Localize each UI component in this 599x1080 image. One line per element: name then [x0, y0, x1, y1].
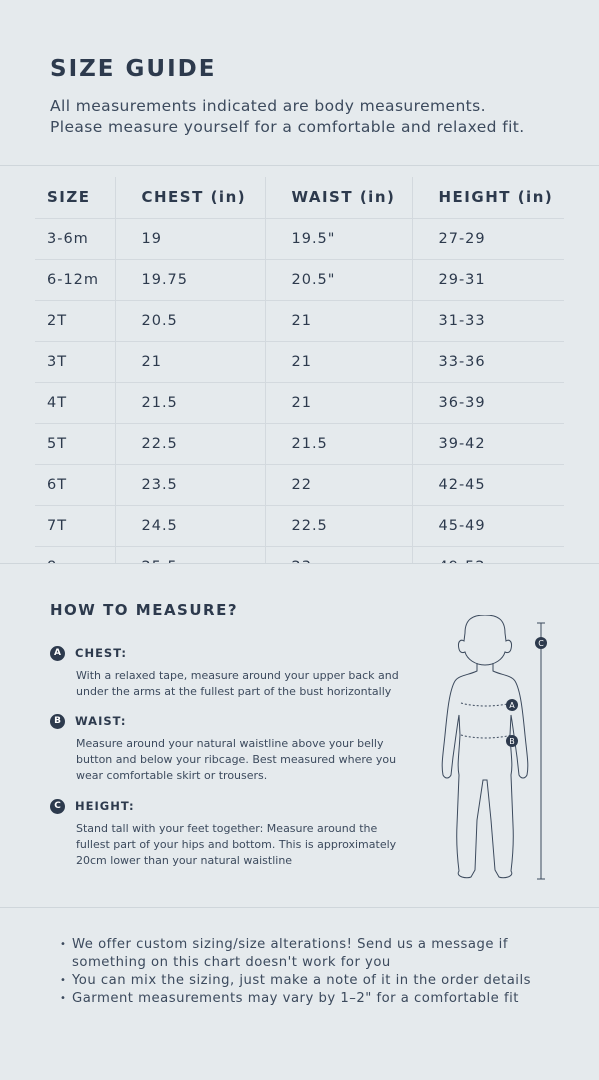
- header-chest: CHEST (in): [114, 177, 265, 219]
- table-row: 4T 21.5 21 36-39: [35, 382, 564, 424]
- table-row: 5T 22.5 21.5 39-42: [35, 423, 564, 465]
- figure-badge-b-label: B: [509, 737, 515, 746]
- cell-height: 39-42: [411, 423, 564, 465]
- cell-size: 8: [35, 546, 115, 563]
- measure-height: C HEIGHT: Stand tall with your feet toge…: [50, 798, 410, 869]
- cell-chest: 23.5: [114, 464, 265, 506]
- figure-badge-c: [535, 637, 547, 649]
- cell-chest: 22.5: [114, 423, 265, 465]
- cell-chest: 20.5: [114, 300, 265, 342]
- cell-waist: 21: [264, 382, 412, 424]
- note-item: You can mix the sizing, just make a note…: [60, 972, 570, 990]
- cell-chest: 19.75: [114, 259, 265, 301]
- page-subtitle: All measurements indicated are body meas…: [50, 96, 570, 138]
- cell-waist: 23: [264, 546, 412, 563]
- subtitle-line-1: All measurements indicated are body meas…: [50, 97, 486, 115]
- table-row: 3-6m 19 19.5" 27-29: [35, 218, 564, 260]
- cell-size: 6-12m: [35, 259, 115, 301]
- table-header-row: SIZE CHEST (in) WAIST (in) HEIGHT (in): [35, 177, 564, 219]
- waist-text: Measure around your natural waistline ab…: [76, 737, 397, 782]
- table-row: 825.52349-52: [35, 546, 564, 563]
- size-table: SIZE CHEST (in) WAIST (in) HEIGHT (in) 3…: [35, 177, 564, 563]
- measure-chest: A CHEST: With a relaxed tape, measure ar…: [50, 645, 410, 700]
- badge-c: C: [50, 798, 65, 814]
- table-row: 6-12m 19.75 20.5" 29-31: [35, 259, 564, 301]
- cell-waist: 22: [264, 464, 412, 506]
- table-row: 6T 23.5 22 42-45: [35, 464, 564, 506]
- cell-waist: 19.5": [264, 218, 412, 260]
- figure-badge-b: [506, 735, 518, 747]
- notes-list: We offer custom sizing/size alterations!…: [60, 936, 570, 1008]
- cell-size: 5T: [35, 423, 115, 465]
- cell-size: 3T: [35, 341, 115, 383]
- cell-waist: 21: [264, 300, 412, 342]
- how-to-measure-title: HOW TO MEASURE?: [50, 601, 239, 619]
- badge-a: A: [50, 645, 65, 661]
- cell-waist: 20.5": [264, 259, 412, 301]
- cell-waist: 21.5: [264, 423, 412, 465]
- cell-height: 33-36: [411, 341, 564, 383]
- figure-badge-c-label: C: [538, 639, 544, 648]
- cell-chest: 19: [114, 218, 265, 260]
- child-figure-illustration: C A B: [441, 615, 547, 880]
- subtitle-line-2: Please measure yourself for a comfortabl…: [50, 118, 525, 136]
- cell-size: 3-6m: [35, 218, 115, 260]
- table-row: 7T 24.5 22.5 45-49: [35, 505, 564, 547]
- header-height: HEIGHT (in): [411, 177, 564, 219]
- cell-height: 42-45: [411, 464, 564, 506]
- cell-chest: 24.5: [114, 505, 265, 547]
- cell-size: 2T: [35, 300, 115, 342]
- cell-size: 4T: [35, 382, 115, 424]
- header-size: SIZE: [35, 177, 115, 219]
- height-text: Stand tall with your feet together: Meas…: [76, 822, 397, 867]
- cell-size: 6T: [35, 464, 115, 506]
- cell-chest: 21.5: [114, 382, 265, 424]
- page-title: SIZE GUIDE: [50, 56, 217, 82]
- cell-waist: 21: [264, 341, 412, 383]
- height-label: HEIGHT:: [75, 799, 135, 813]
- figure-badge-a-label: A: [509, 701, 515, 710]
- cell-chest: 25.5: [114, 546, 265, 563]
- waist-label: WAIST:: [75, 714, 127, 728]
- measure-waist: B WAIST: Measure around your natural wai…: [50, 713, 410, 784]
- table-row: 3T 21 21 33-36: [35, 341, 564, 383]
- cell-height: 27-29: [411, 218, 564, 260]
- cell-height: 36-39: [411, 382, 564, 424]
- divider-top: [0, 165, 599, 166]
- note-item: Garment measurements may vary by 1–2" fo…: [60, 990, 570, 1008]
- cell-height: 45-49: [411, 505, 564, 547]
- figure-badge-a: [506, 699, 518, 711]
- cell-chest: 21: [114, 341, 265, 383]
- cell-size: 7T: [35, 505, 115, 547]
- divider-middle: [0, 563, 599, 564]
- divider-bottom: [0, 907, 599, 908]
- note-item: We offer custom sizing/size alterations!…: [60, 936, 570, 972]
- cell-waist: 22.5: [264, 505, 412, 547]
- badge-b: B: [50, 713, 65, 729]
- header-waist: WAIST (in): [264, 177, 412, 219]
- cell-height: 29-31: [411, 259, 564, 301]
- table-row: 2T 20.5 21 31-33: [35, 300, 564, 342]
- size-table-scroll[interactable]: SIZE CHEST (in) WAIST (in) HEIGHT (in) 3…: [0, 166, 599, 563]
- cell-height: 31-33: [411, 300, 564, 342]
- chest-text: With a relaxed tape, measure around your…: [76, 669, 399, 698]
- cell-height: 49-52: [411, 546, 564, 563]
- chest-label: CHEST:: [75, 646, 128, 660]
